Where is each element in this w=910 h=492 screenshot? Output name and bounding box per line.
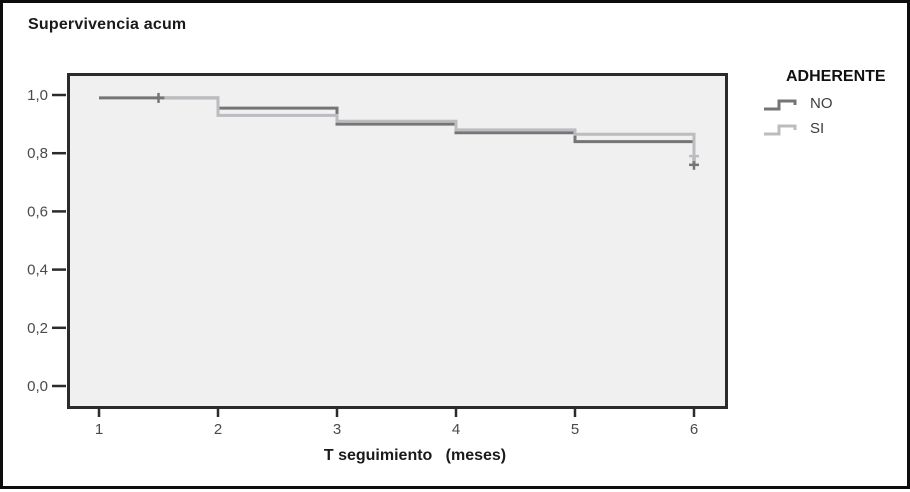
x-tick-label: 4	[452, 421, 460, 438]
y-tick-label: 0,0	[27, 378, 48, 395]
legend-label-si: SI	[810, 120, 825, 137]
chart-title: Supervivencia acum	[28, 16, 187, 33]
x-tick-label: 6	[690, 421, 698, 438]
legend-entry-si: SI	[763, 120, 824, 137]
legend-title: ADHERENTE	[786, 68, 886, 85]
y-tick-label: 0,8	[27, 145, 48, 162]
x-axis-title: T seguimiento (meses)	[323, 447, 507, 464]
x-tick-label: 2	[214, 421, 222, 438]
step-line-symbol-no	[764, 99, 797, 110]
y-tick-label: 0,4	[27, 262, 48, 279]
legend-label-no: NO	[810, 95, 833, 112]
plot-area	[67, 73, 728, 409]
x-tick-label: 3	[333, 421, 341, 438]
step-line-symbol-si	[764, 124, 797, 135]
x-tick-label: 5	[571, 421, 579, 438]
legend-entry-no: NO	[763, 95, 833, 112]
y-tick-label: 0,2	[27, 320, 48, 337]
y-tick-label: 1,0	[27, 87, 48, 104]
x-tick-label: 1	[95, 421, 103, 438]
y-tick-label: 0,6	[27, 203, 48, 220]
